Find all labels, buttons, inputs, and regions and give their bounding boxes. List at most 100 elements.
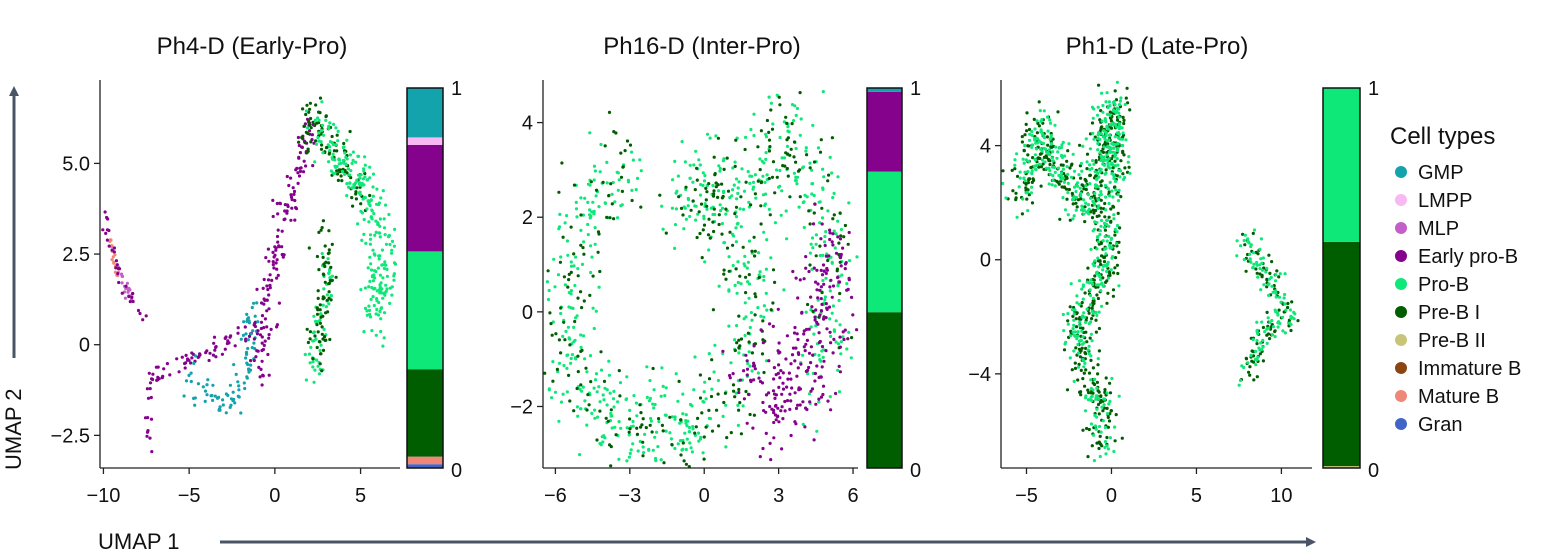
scatter-point-early-pro-b (810, 305, 814, 309)
scatter-point-pro-b (1113, 102, 1117, 107)
scatter-point-pro-b (799, 117, 803, 121)
scatter-point-pro-b (1104, 208, 1108, 212)
scatter-point-pro-b (578, 387, 582, 391)
scatter-point-pro-b (1053, 123, 1057, 127)
scatter-point-early-pro-b (263, 298, 267, 302)
scatter-point-pre-b-i (334, 275, 338, 279)
scatter-point-pro-b (1038, 162, 1042, 166)
bar-tick-top: 1 (1368, 78, 1379, 100)
scatter-point-pre-b-i (1066, 149, 1070, 153)
scatter-point-pre-b-i (1243, 243, 1247, 247)
scatter-point-pre-b-i (758, 168, 762, 172)
scatter-point-pre-b-i (1108, 110, 1112, 114)
scatter-point-gmp (246, 316, 251, 320)
scatter-point-pre-b-i (698, 396, 703, 400)
x-tick-label: 0 (269, 485, 280, 507)
scatter-point-pro-b (380, 248, 384, 252)
scatter-point-pro-b (382, 336, 386, 340)
scatter-point-early-pro-b (290, 206, 294, 210)
scatter-point-pre-b-i (1058, 217, 1062, 221)
scatter-point-pro-b (1095, 177, 1099, 181)
scatter-point-pro-b (747, 296, 751, 300)
scatter-point-pro-b (1276, 313, 1280, 317)
scatter-point-pro-b (1109, 236, 1113, 240)
scatter-point-pro-b (1032, 164, 1036, 168)
scatter-point-early-pro-b (749, 378, 753, 382)
scatter-point-pro-b (1101, 162, 1105, 166)
scatter-point-pro-b (831, 304, 836, 308)
scatter-point-pro-b (1242, 258, 1246, 262)
scatter-point-pro-b (1022, 176, 1026, 180)
scatter-point-mlp (120, 274, 125, 278)
scatter-point-pro-b (1116, 193, 1120, 197)
scatter-point-pro-b (736, 280, 740, 285)
scatter-point-gmp (242, 320, 246, 324)
scatter-point-early-pro-b (116, 272, 120, 276)
scatter-point-pro-b (558, 212, 562, 216)
scatter-point-pre-b-i (728, 230, 732, 234)
scatter-point-pre-b-i (720, 232, 724, 236)
scatter-point-early-pro-b (146, 396, 151, 400)
y-tick-label: 4 (980, 136, 991, 158)
scatter-point-early-pro-b (265, 325, 269, 329)
scatter-point-pro-b (822, 175, 826, 179)
scatter-point-pro-b (1047, 182, 1051, 186)
scatter-point-pro-b (1066, 172, 1070, 176)
scatter-point-pro-b (1091, 116, 1095, 120)
scatter-point-pro-b (1115, 223, 1120, 228)
scatter-point-early-pro-b (794, 346, 798, 350)
scatter-point-early-pro-b (261, 374, 265, 378)
scatter-point-pro-b (1261, 345, 1265, 349)
scatter-point-gmp (213, 394, 217, 398)
scatter-point-pro-b (1087, 344, 1091, 348)
scatter-point-early-pro-b (789, 433, 793, 438)
scatter-point-pro-b (698, 163, 702, 167)
scatter-point-early-pro-b (145, 434, 149, 438)
scatter-point-pro-b (575, 405, 580, 409)
scatter-point-pre-b-i (1105, 435, 1109, 440)
scatter-point-pro-b (1068, 356, 1072, 360)
scatter-point-pro-b (616, 188, 620, 192)
scatter-point-pro-b (326, 143, 330, 147)
scatter-point-pre-b-i (707, 377, 712, 381)
scatter-point-pro-b (1085, 280, 1089, 284)
scatter-point-pre-b-i (550, 333, 554, 337)
y-tick-label: 4 (522, 113, 533, 135)
scatter-point-early-pro-b (212, 341, 216, 345)
scatter-point-pre-b-i (1049, 145, 1053, 149)
scatter-point-pro-b (585, 370, 589, 374)
scatter-point-pre-b-i (713, 172, 717, 176)
scatter-point-pro-b (1090, 394, 1094, 398)
scatter-point-pre-b-i (1075, 311, 1079, 315)
scatter-point-pro-b (748, 364, 752, 368)
scatter-point-pro-b (319, 128, 324, 132)
scatter-point-pre-b-i (767, 130, 771, 134)
scatter-point-pre-b-i (670, 443, 674, 447)
scatter-point-pro-b (786, 129, 790, 133)
scatter-point-early-pro-b (812, 266, 816, 270)
scatter-point-early-pro-b (772, 392, 777, 396)
scatter-point-early-pro-b (721, 349, 725, 353)
scatter-point-pre-b-i (305, 103, 309, 107)
scatter-point-pro-b (722, 157, 726, 161)
scatter-point-pro-b (812, 332, 816, 336)
scatter-point-early-pro-b (271, 198, 275, 202)
scatter-point-early-pro-b (761, 446, 765, 451)
scatter-point-pro-b (804, 149, 808, 153)
panel-3-scatter (1001, 80, 1300, 463)
scatter-point-pro-b (1097, 204, 1101, 208)
scatter-point-pre-b-i (1111, 166, 1115, 170)
scatter-point-pro-b (362, 167, 366, 171)
scatter-point-pre-b-i (315, 323, 319, 327)
legend-label: Early pro-B (1418, 246, 1518, 268)
legend-item: Pre-B II (1395, 330, 1486, 352)
scatter-point-pre-b-i (783, 164, 787, 168)
scatter-point-pro-b (664, 386, 668, 390)
scatter-point-pro-b (594, 372, 599, 376)
scatter-point-pro-b (1066, 322, 1070, 326)
scatter-point-pro-b (821, 278, 825, 283)
scatter-point-pre-b-i (1119, 195, 1123, 199)
scatter-point-pre-b-i (726, 189, 731, 193)
scatter-point-early-pro-b (795, 374, 799, 378)
scatter-point-early-pro-b (752, 344, 756, 348)
